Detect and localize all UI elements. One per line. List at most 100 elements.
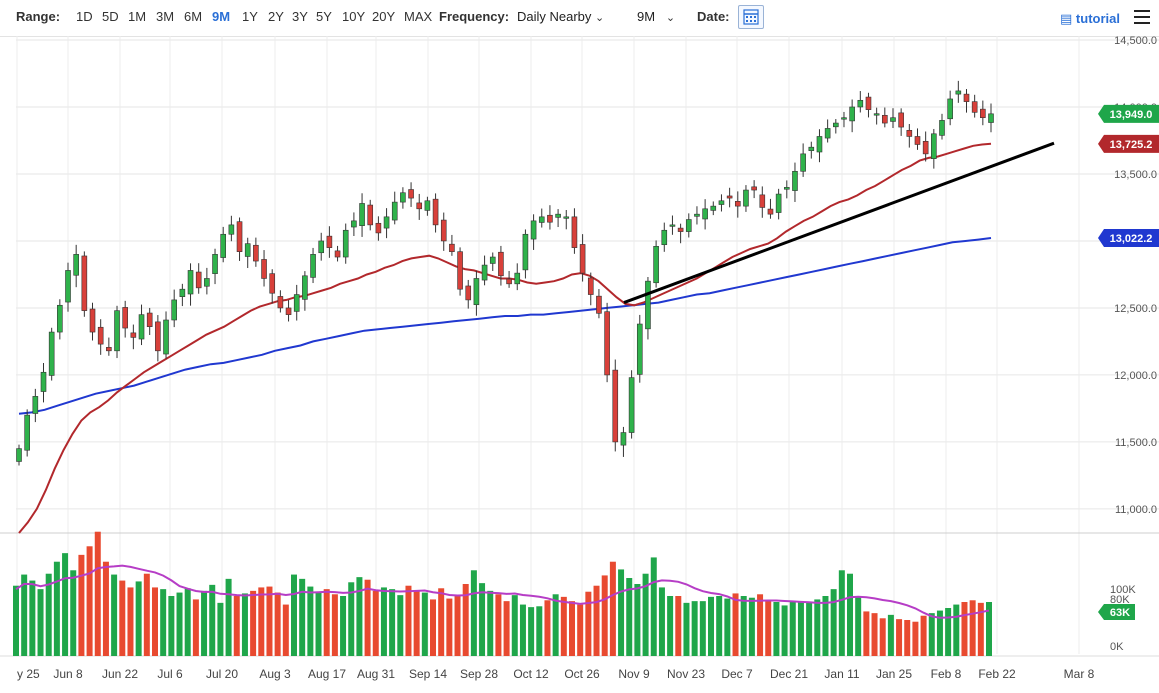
- volume-bar: [683, 602, 690, 656]
- volume-bar: [331, 594, 338, 656]
- candle-body: [726, 195, 733, 199]
- volume-bar: [577, 604, 584, 656]
- volume-bar: [102, 561, 109, 656]
- candle-body: [955, 90, 962, 95]
- price-tick-label: 11,500.0: [1115, 437, 1157, 449]
- volume-bar: [838, 570, 845, 656]
- frequency-value: Daily Nearby: [517, 9, 592, 24]
- candle-body: [604, 311, 610, 376]
- volume-bar: [119, 580, 126, 656]
- candle-body: [563, 216, 570, 219]
- period-select[interactable]: 9M ⌄: [637, 9, 675, 26]
- volume-bar: [413, 590, 420, 656]
- candle-body: [767, 208, 774, 215]
- range-button-3y[interactable]: 3Y: [292, 9, 308, 24]
- range-button-6m[interactable]: 6M: [184, 9, 203, 24]
- candle-body: [702, 208, 708, 220]
- range-button-max[interactable]: MAX: [404, 9, 433, 24]
- price-label-text: 13,022.2: [1110, 233, 1153, 245]
- volume-bar: [724, 598, 731, 656]
- range-button-3m[interactable]: 3M: [156, 9, 175, 24]
- range-button-5y[interactable]: 5Y: [316, 9, 332, 24]
- hamburger-menu-icon[interactable]: [1134, 10, 1150, 24]
- volume-bar: [789, 601, 796, 656]
- date-tick-label: Aug 3: [259, 667, 291, 681]
- volume-bar: [454, 596, 461, 656]
- tutorial-label: tutorial: [1075, 11, 1120, 26]
- date-tick-label: Dec 7: [721, 667, 753, 681]
- candle-body: [743, 189, 749, 207]
- candle-body: [277, 296, 284, 309]
- range-button-10y[interactable]: 10Y: [342, 9, 366, 24]
- date-tick-label: Jul 6: [157, 667, 183, 681]
- candle-body: [800, 153, 806, 172]
- candle-body: [293, 294, 300, 312]
- grid: [0, 36, 1159, 657]
- calendar-icon[interactable]: [738, 5, 764, 29]
- candle-body: [506, 278, 512, 285]
- price-tick-label: 12,000.0: [1114, 370, 1157, 382]
- candle-body: [285, 307, 292, 315]
- volume-bar: [479, 583, 486, 656]
- volume-bar: [299, 578, 306, 656]
- range-button-1m[interactable]: 1M: [128, 9, 147, 24]
- frequency-select[interactable]: Daily Nearby ⌄: [517, 9, 604, 26]
- price-tick-label: 14,500.0: [1114, 36, 1157, 47]
- volume-bar: [282, 604, 289, 656]
- volume-bar: [405, 585, 412, 656]
- candle-body: [694, 213, 700, 217]
- date-tick-label: Aug 31: [357, 667, 395, 681]
- date-tick-label: Jan 11: [824, 667, 859, 681]
- ma-red-line: [18, 142, 992, 534]
- date-tick-label: Feb 8: [931, 667, 962, 681]
- volume-bar: [986, 602, 992, 656]
- volume-bar: [569, 601, 575, 656]
- range-button-5d[interactable]: 5D: [102, 9, 119, 24]
- volume-bar: [977, 602, 984, 656]
- candle-body: [351, 220, 357, 228]
- range-button-2y[interactable]: 2Y: [268, 9, 284, 24]
- candle-body: [48, 331, 55, 376]
- volume-bar: [503, 601, 510, 656]
- volume-bar: [143, 573, 150, 656]
- volume-bar: [470, 570, 477, 656]
- candle-body: [587, 277, 594, 295]
- range-button-1y[interactable]: 1Y: [242, 9, 258, 24]
- candle-body: [906, 129, 913, 137]
- candle-body: [359, 203, 365, 226]
- volume-bar: [53, 561, 60, 656]
- candle-body: [596, 295, 602, 314]
- candle-body: [465, 285, 472, 301]
- candle-body: [24, 414, 30, 451]
- candle-body: [220, 233, 227, 258]
- candle-body: [408, 189, 414, 199]
- range-button-20y[interactable]: 20Y: [372, 9, 396, 24]
- volume-bar: [585, 591, 592, 656]
- date-label: Date:: [697, 9, 730, 24]
- volume-bar: [740, 596, 747, 656]
- range-button-9m[interactable]: 9M: [212, 9, 231, 24]
- candle-body: [473, 278, 480, 306]
- volume-bar: [748, 597, 755, 656]
- date-tick-label: Jun 22: [102, 667, 138, 681]
- volume-bar: [536, 606, 543, 656]
- date-tick-label: Dec 21: [770, 667, 808, 681]
- candle-body: [759, 194, 766, 208]
- candle-body: [457, 251, 463, 290]
- candle-body: [244, 243, 251, 257]
- price-tick-label: 13,500.0: [1114, 169, 1157, 181]
- date-tick-label: Jun 8: [53, 667, 83, 681]
- range-button-1d[interactable]: 1D: [76, 9, 93, 24]
- volume-bar: [315, 592, 322, 656]
- volume-bar: [822, 596, 829, 656]
- price-tick-label: 12,500.0: [1114, 303, 1157, 315]
- candle-body: [677, 227, 684, 232]
- frequency-label: Frequency:: [439, 9, 510, 24]
- candle-body: [980, 108, 986, 119]
- volume-bar: [896, 619, 903, 656]
- candle-body: [636, 323, 643, 375]
- volume-bar: [94, 531, 101, 656]
- tutorial-link[interactable]: ▤ tutorial: [1060, 11, 1120, 27]
- candle-body: [318, 240, 325, 254]
